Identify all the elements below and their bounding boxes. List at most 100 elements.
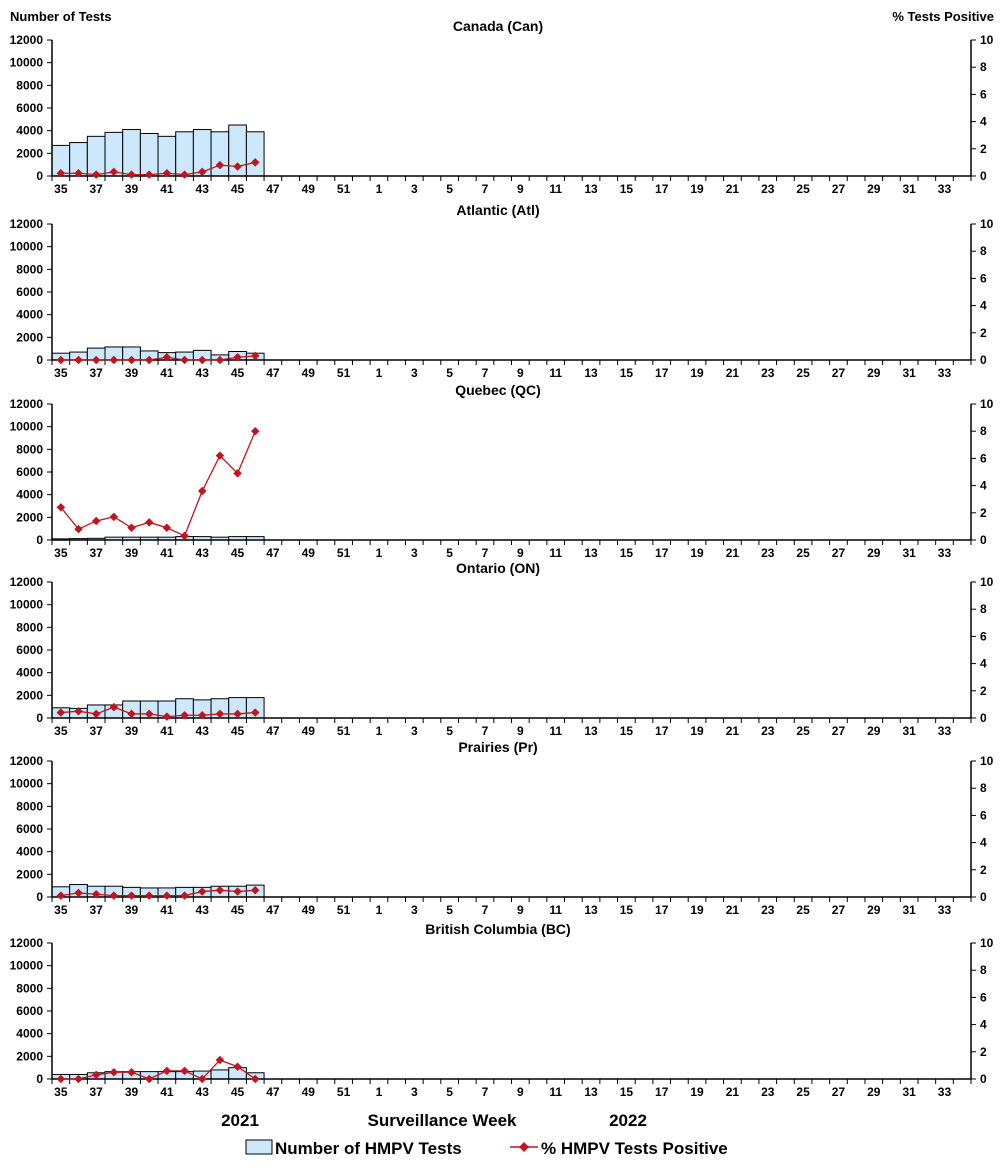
right-tick-label: 10 [980,397,994,411]
x-tick-label: 7 [482,724,489,738]
x-tick-label: 1 [376,903,383,917]
x-tick-label: 13 [584,1085,598,1099]
left-tick-label: 10000 [10,777,44,791]
left-tick-label: 6000 [16,1004,43,1018]
x-tick-label: 51 [337,366,351,380]
x-tick-label: 37 [90,903,104,917]
left-tick-label: 8000 [16,78,43,92]
x-tick-label: 51 [337,724,351,738]
left-tick-label: 10000 [10,598,44,612]
x-tick-label: 17 [655,546,669,560]
x-tick-label: 31 [902,546,916,560]
x-tick-label: 43 [196,903,210,917]
right-tick-label: 8 [980,60,987,74]
pct-point-week-38 [109,355,119,365]
right-tick-label: 10 [980,33,994,47]
x-tick-label: 15 [620,546,634,560]
right-tick-label: 4 [980,479,987,493]
x-tick-label: 41 [160,546,174,560]
left-tick-label: 4000 [16,308,43,322]
right-tick-label: 4 [980,836,987,850]
left-tick-label: 2000 [16,867,43,881]
legend-bar-label: Number of HMPV Tests [275,1139,462,1158]
right-axis-label: % Tests Positive [892,9,994,24]
x-tick-label: 11 [549,1085,562,1099]
x-tick-label: 41 [160,366,174,380]
x-tick-label: 31 [902,1085,916,1099]
x-tick-label: 39 [125,182,139,196]
x-tick-label: 45 [231,903,245,917]
left-tick-label: 12000 [10,575,44,589]
panel-title: Ontario (ON) [456,560,540,576]
x-tick-label: 3 [411,366,418,380]
x-tick-label: 41 [160,182,174,196]
left-axis-label: Number of Tests [10,9,112,24]
panel-title: British Columbia (BC) [425,921,570,937]
left-tick-label: 10000 [10,420,44,434]
right-tick-label: 2 [980,506,987,520]
right-tick-label: 4 [980,115,987,129]
x-tick-label: 29 [867,1085,881,1099]
left-tick-label: 6000 [16,465,43,479]
x-tick-label: 35 [54,1085,68,1099]
x-tick-label: 39 [125,724,139,738]
right-tick-label: 0 [980,169,987,183]
left-tick-label: 0 [36,533,43,547]
x-tick-label: 31 [902,366,916,380]
x-tick-label: 11 [549,366,562,380]
x-tick-label: 17 [655,1085,669,1099]
bar-week-40 [139,133,159,177]
bar-week-44 [210,131,230,177]
left-tick-label: 2000 [16,1049,43,1063]
left-tick-label: 4000 [16,488,43,502]
x-tick-label: 41 [160,903,174,917]
x-tick-label: 51 [337,1085,351,1099]
x-tick-label: 13 [584,724,598,738]
left-tick-label: 8000 [16,799,43,813]
panel-4: Prairies (Pr) 0 2000 4000 6000 8000 10000 12000… [10,739,994,917]
right-tick-label: 4 [980,299,987,313]
x-tick-label: 27 [832,546,846,560]
x-tick-label: 43 [196,182,210,196]
panel-title: Prairies (Pr) [458,739,537,755]
x-tick-label: 23 [761,366,775,380]
x-tick-label: 31 [902,724,916,738]
x-tick-label: 47 [266,366,280,380]
x-tick-label: 17 [655,182,669,196]
x-tick-label: 21 [726,1085,740,1099]
x-tick-label: 25 [796,366,810,380]
x-tick-label: 41 [160,724,174,738]
x-tick-label: 47 [266,182,280,196]
x-tick-label: 17 [655,724,669,738]
x-tick-label: 39 [125,1085,139,1099]
right-tick-label: 2 [980,684,987,698]
panels: Canada (Can)0200040006000800010000120000… [10,18,994,1099]
x-tick-label: 1 [376,366,383,380]
x-tick-label: 41 [160,1085,174,1099]
x-tick-label: 25 [796,546,810,560]
left-tick-label: 2000 [16,146,43,160]
legend: Number of HMPV Tests % HMPV Tests Positi… [245,1139,728,1158]
pct-point-week-46 [250,351,260,361]
x-tick-label: 27 [832,903,846,917]
left-tick-label: 4000 [16,124,43,138]
x-tick-label: 21 [726,903,740,917]
left-tick-label: 4000 [16,845,43,859]
x-tick-label: 21 [726,182,740,196]
panel-title: Atlantic (Atl) [456,202,539,218]
x-tick-label: 1 [376,546,383,560]
pct-point-week-42 [180,170,189,179]
right-tick-label: 8 [980,244,987,258]
x-tick-label: 39 [125,366,139,380]
panel-3: Ontario (ON) 0 2000 4000 6000 8000 10000 12000 0… [10,560,994,738]
right-tick-label: 0 [980,890,987,904]
left-tick-label: 12000 [10,33,44,47]
left-tick-label: 0 [36,711,43,725]
left-tick-label: 0 [36,169,43,183]
pct-point-week-35 [56,355,66,365]
pct-point-week-46 [250,158,260,167]
pct-point-week-39 [127,170,136,179]
left-tick-label: 8000 [16,620,43,634]
x-tick-label: 33 [938,724,952,738]
x-tick-label: 5 [446,724,453,738]
